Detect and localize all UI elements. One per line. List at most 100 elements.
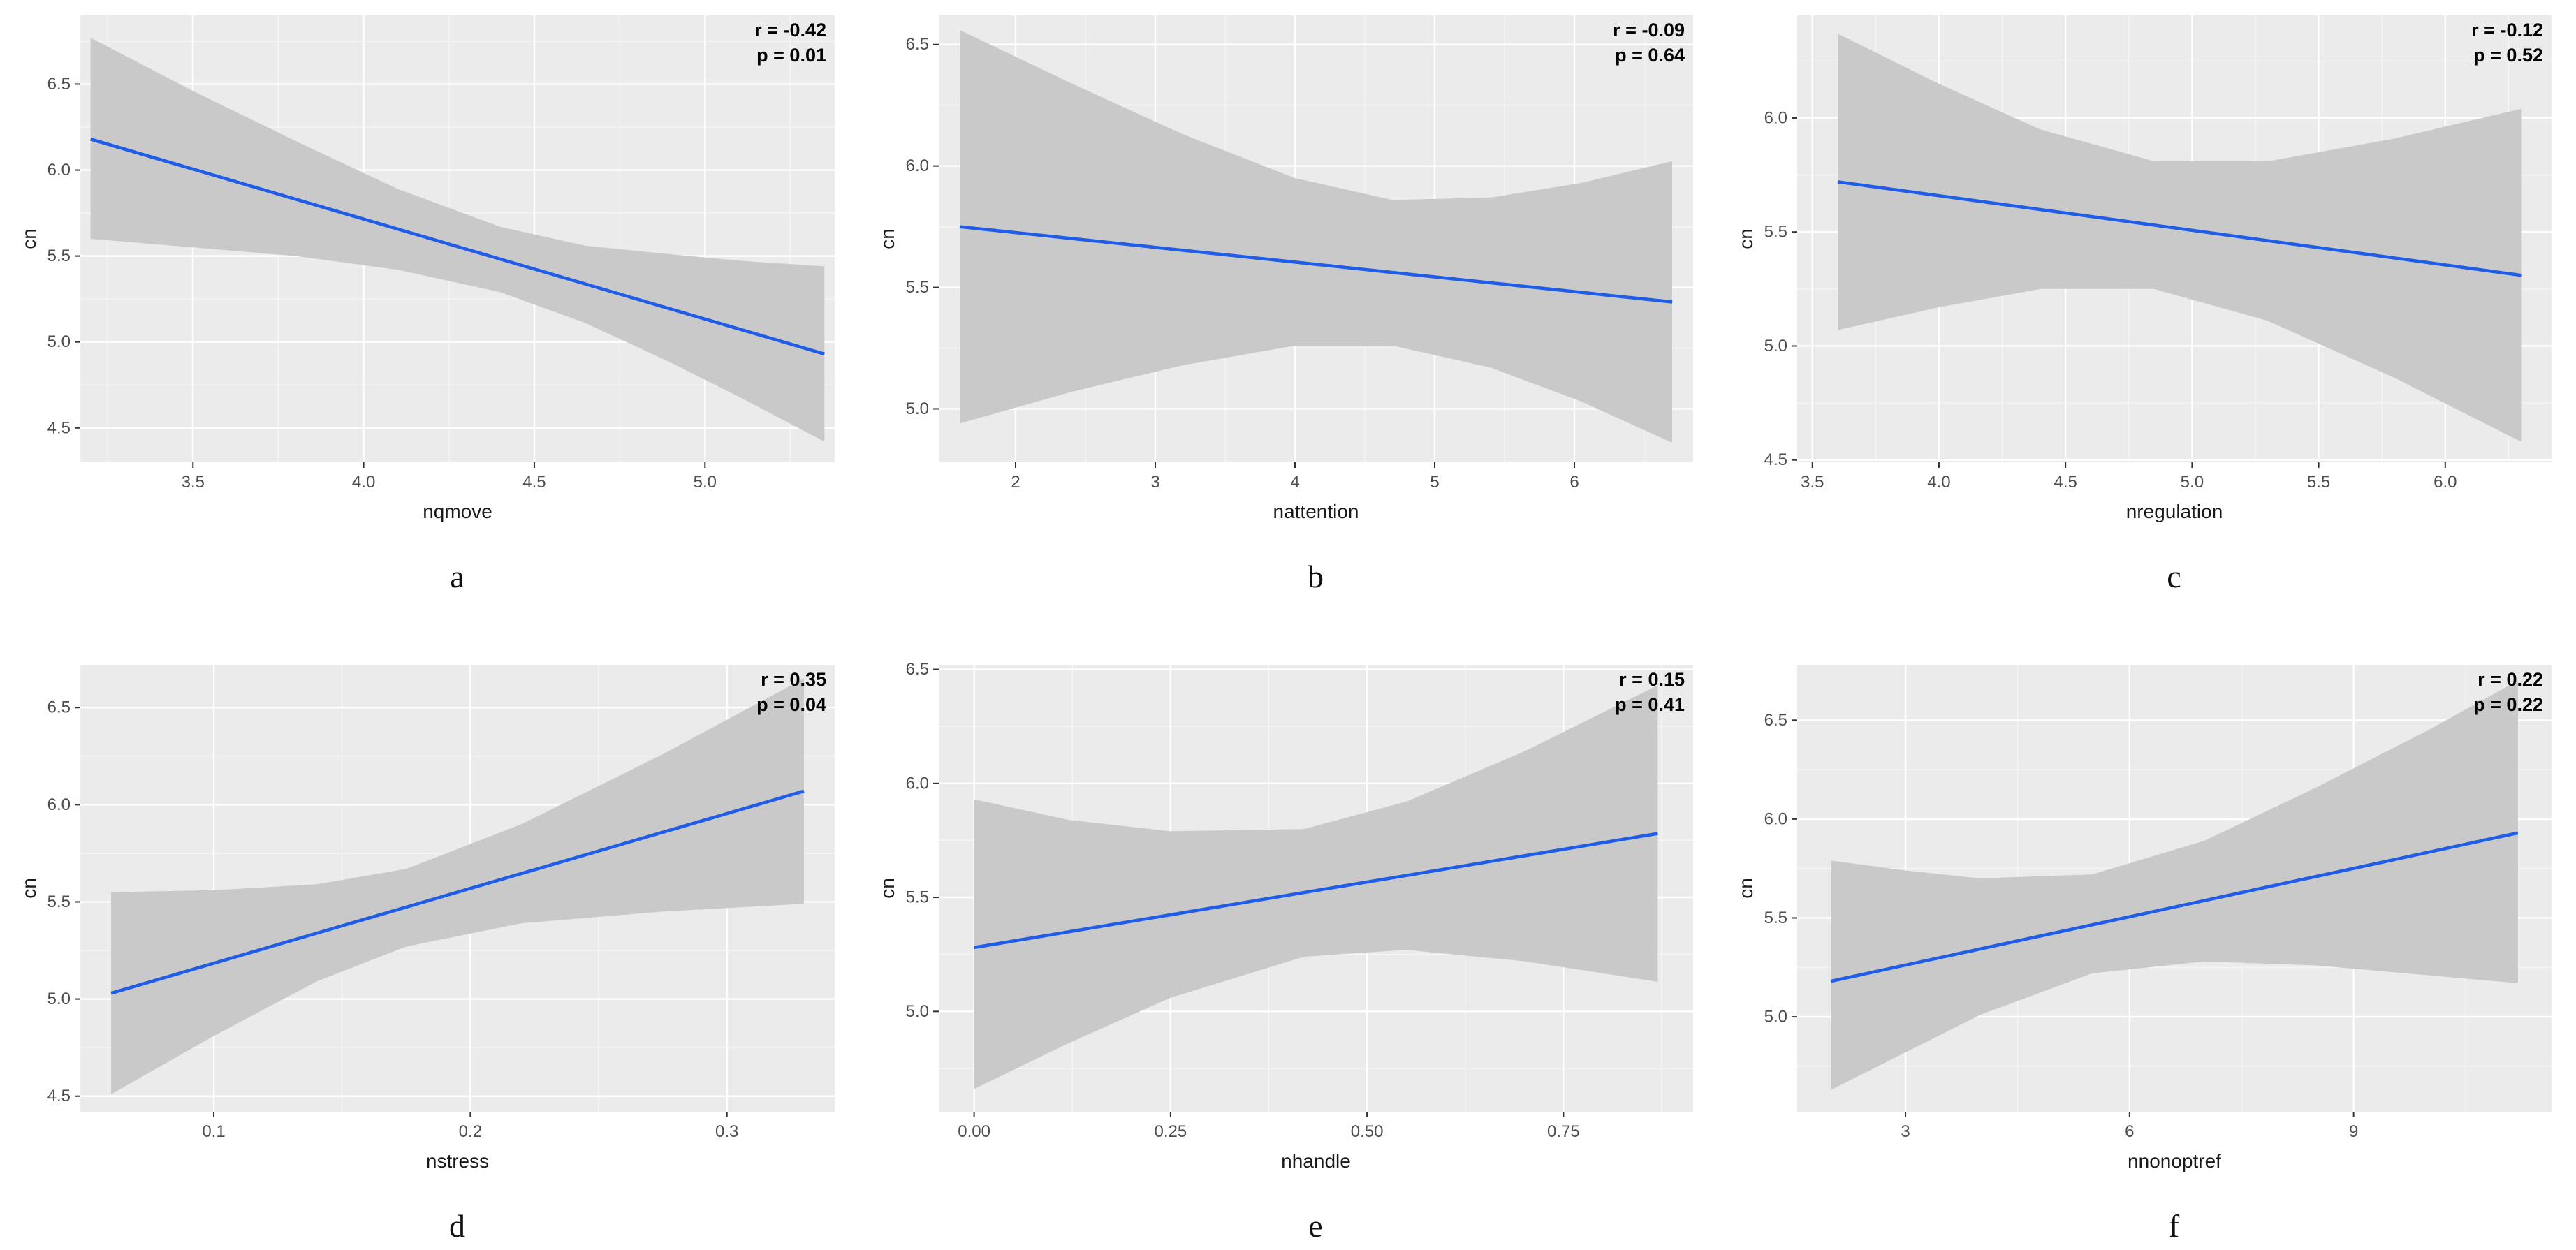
regression-chart-a: 3.5 4.0 4.5 5.0 4.5 5.0 5.5 6.0 6.5 nqmove cn r = -… — [18, 15, 835, 522]
x-axis-title: nnonoptref — [2128, 1150, 2221, 1172]
x-tick-label: 3.5 — [181, 473, 204, 492]
x-tick-label: 0.3 — [715, 1122, 738, 1141]
x-axis-title: nregulation — [2125, 501, 2223, 522]
y-tick-label: 6.5 — [47, 698, 70, 717]
y-tick-label: 5.5 — [905, 278, 928, 297]
correlation-annotation: r = -0.12 — [2471, 20, 2543, 41]
correlation-annotation: r = -0.42 — [754, 20, 826, 41]
x-tick-label: 4 — [1290, 473, 1299, 492]
x-tick-label: 2 — [1011, 473, 1020, 492]
confidence-band — [959, 29, 1672, 443]
pvalue-annotation: p = 0.52 — [2473, 45, 2543, 66]
confidence-band — [110, 678, 804, 1094]
regression-chart-e: 0.00 0.25 0.50 0.75 5.0 5.5 6.0 6.5 nhandle cn r =… — [877, 660, 1693, 1172]
x-tick-label: 4.5 — [2054, 473, 2077, 492]
pvalue-annotation: p = 0.22 — [2473, 694, 2543, 715]
x-tick-label: 0.2 — [458, 1122, 481, 1141]
correlation-annotation: r = 0.35 — [761, 669, 826, 690]
confidence-band — [974, 685, 1657, 1089]
x-tick-label: 6.0 — [2434, 473, 2457, 492]
x-axis-title: nhandle — [1281, 1150, 1351, 1172]
y-tick-label: 5.0 — [905, 1002, 928, 1021]
plot-letter-c: c — [2167, 559, 2181, 594]
y-tick-label: 5.5 — [47, 247, 70, 265]
y-axis-title: cn — [1735, 878, 1757, 899]
plot-a: 3.5 4.0 4.5 5.0 4.5 5.0 5.5 6.0 6.5 nqmove cn r = -… — [10, 6, 849, 627]
y-tick-label: 5.5 — [47, 892, 70, 911]
y-tick-label: 4.5 — [47, 1087, 70, 1105]
x-axis-title: nstress — [425, 1150, 488, 1172]
y-tick-label: 5.5 — [905, 888, 928, 907]
pvalue-annotation: p = 0.04 — [756, 694, 826, 715]
plot-c: 3.5 4.0 4.5 5.0 5.5 6.0 4.5 5.0 5.5 6.0 nregulatio… — [1727, 6, 2566, 627]
y-tick-label: 5.0 — [47, 332, 70, 351]
y-tick-label: 6.5 — [905, 660, 928, 679]
regression-chart-b: 2 3 4 5 6 5.0 5.5 6.0 6.5 nattention cn r = -0.09 p … — [877, 15, 1693, 522]
x-tick-label: 3 — [1150, 473, 1159, 492]
x-tick-label: 3.5 — [1801, 473, 1824, 492]
confidence-band — [1830, 680, 2518, 1090]
y-tick-label: 6.0 — [905, 156, 928, 175]
y-tick-label: 5.5 — [1764, 223, 1787, 242]
plot-b: 2 3 4 5 6 5.0 5.5 6.0 6.5 nattention cn r = -0.09 p … — [869, 6, 1707, 627]
correlation-annotation: r = 0.15 — [1619, 669, 1685, 690]
plot-letter-a: a — [450, 559, 464, 594]
regression-chart-f: 3 6 9 5.0 5.5 6.0 6.5 nnonoptref cn r = 0.22 p = 0… — [1735, 665, 2552, 1172]
x-tick-label: 4.5 — [522, 473, 546, 492]
y-tick-label: 5.0 — [905, 399, 928, 418]
confidence-band — [90, 38, 824, 442]
x-tick-label: 5 — [1430, 473, 1439, 492]
y-tick-label: 5.0 — [47, 990, 70, 1008]
y-axis-title: cn — [18, 878, 40, 899]
plot-letter-b: b — [1308, 559, 1324, 594]
y-tick-label: 5.0 — [1764, 337, 1787, 355]
regression-chart-c: 3.5 4.0 4.5 5.0 5.5 6.0 4.5 5.0 5.5 6.0 nregulatio… — [1735, 15, 2552, 522]
correlation-annotation: r = 0.22 — [2478, 669, 2543, 690]
plot-f: 3 6 9 5.0 5.5 6.0 6.5 nnonoptref cn r = 0.22 p = 0… — [1727, 627, 2566, 1249]
regression-line — [959, 225, 1672, 304]
y-tick-label: 5.0 — [1764, 1008, 1787, 1027]
axis-ticks: 0.00 0.25 0.50 0.75 5.0 5.5 6.0 6.5 — [905, 660, 1579, 1141]
regression-line — [89, 138, 825, 356]
x-tick-label: 6 — [1569, 473, 1579, 492]
x-tick-label: 5.0 — [693, 473, 716, 492]
plot-d: 0.1 0.2 0.3 4.5 5.0 5.5 6.0 6.5 nstress cn r = 0.3… — [10, 627, 849, 1249]
y-tick-label: 6.5 — [47, 75, 70, 94]
y-tick-label: 4.5 — [1764, 450, 1787, 469]
y-tick-label: 6.0 — [1764, 809, 1787, 828]
y-axis-title: cn — [1735, 228, 1757, 249]
axis-ticks: 0.1 0.2 0.3 4.5 5.0 5.5 6.0 6.5 — [47, 698, 738, 1141]
y-tick-label: 6.0 — [1764, 108, 1787, 127]
y-tick-label: 6.5 — [1764, 711, 1787, 730]
x-tick-label: 9 — [2348, 1122, 2357, 1141]
y-axis-title: cn — [877, 878, 898, 899]
pvalue-annotation: p = 0.01 — [756, 45, 826, 66]
x-tick-label: 3 — [1901, 1122, 1910, 1141]
x-tick-label: 4.0 — [1927, 473, 1950, 492]
confidence-band — [1837, 34, 2522, 442]
axis-ticks: 3 6 9 5.0 5.5 6.0 6.5 — [1764, 711, 2358, 1141]
y-axis-title: cn — [18, 228, 40, 249]
y-tick-label: 6.0 — [47, 795, 70, 814]
x-tick-label: 4.0 — [351, 473, 374, 492]
y-tick-label: 6.5 — [905, 35, 928, 54]
x-tick-label: 6 — [2125, 1122, 2134, 1141]
y-tick-label: 4.5 — [47, 418, 70, 437]
pvalue-annotation: p = 0.64 — [1615, 45, 1685, 66]
axis-ticks: 3.5 4.0 4.5 5.0 5.5 6.0 4.5 5.0 5.5 6.0 — [1764, 108, 2457, 492]
plot-letter-e: e — [1308, 1208, 1323, 1244]
x-tick-label: 5.5 — [2306, 473, 2329, 492]
plot-letter-f: f — [2168, 1208, 2180, 1244]
x-tick-label: 0.75 — [1547, 1122, 1580, 1141]
y-axis-title: cn — [877, 228, 898, 249]
x-tick-label: 0.1 — [202, 1122, 225, 1141]
y-tick-label: 6.0 — [47, 161, 70, 179]
pvalue-annotation: p = 0.41 — [1615, 694, 1685, 715]
correlation-annotation: r = -0.09 — [1613, 20, 1685, 41]
regression-line — [110, 789, 805, 995]
x-tick-label: 0.50 — [1350, 1122, 1383, 1141]
regression-line — [1830, 831, 2518, 983]
x-tick-label: 0.25 — [1154, 1122, 1187, 1141]
plot-letter-d: d — [449, 1208, 465, 1244]
